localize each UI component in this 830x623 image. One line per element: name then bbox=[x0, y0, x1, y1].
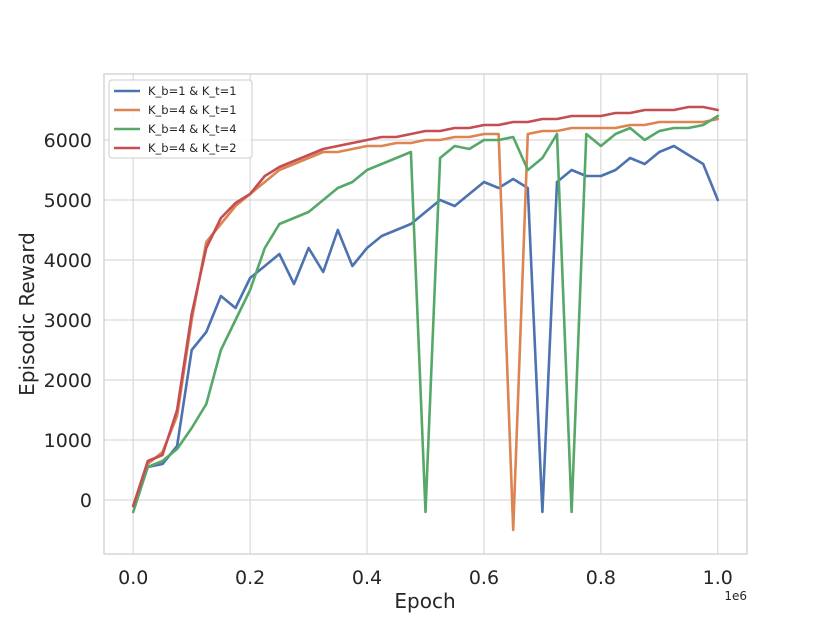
x-tick-label: 0.0 bbox=[118, 567, 148, 589]
x-axis-label: Epoch bbox=[394, 589, 455, 613]
series-line-4 bbox=[131, 105, 720, 508]
x-tick-label: 0.6 bbox=[469, 567, 499, 589]
series-line-3 bbox=[131, 114, 720, 514]
tick-labels: 0.0 0.2 0.4 0.6 0.8 1.0 0 1000 2000 3000 4000 5000 6… bbox=[44, 130, 733, 589]
y-tick-label: 4000 bbox=[44, 250, 92, 272]
x-offset-label: 1e6 bbox=[724, 589, 747, 603]
y-axis-label: Episodic Reward bbox=[15, 232, 39, 396]
y-tick-label: 5000 bbox=[44, 190, 92, 212]
x-tick-label: 0.4 bbox=[352, 567, 382, 589]
x-tick-label: 1.0 bbox=[703, 567, 733, 589]
series-layer bbox=[131, 105, 720, 532]
y-tick-label: 1000 bbox=[44, 430, 92, 452]
series-line-2 bbox=[131, 117, 720, 532]
x-tick-label: 0.8 bbox=[586, 567, 616, 589]
series-line-1 bbox=[131, 144, 720, 514]
legend-entry: K_b=4 & K_t=4 bbox=[148, 122, 237, 136]
y-tick-label: 0 bbox=[80, 490, 92, 512]
legend: K_b=1 & K_t=1 K_b=4 & K_t=1 K_b=4 & K_t=4 K… bbox=[108, 79, 253, 159]
legend-entry: K_b=4 & K_t=2 bbox=[148, 141, 237, 155]
y-tick-label: 6000 bbox=[44, 130, 92, 152]
legend-box bbox=[108, 79, 253, 159]
y-tick-label: 3000 bbox=[44, 310, 92, 332]
y-tick-label: 2000 bbox=[44, 370, 92, 392]
grid bbox=[104, 74, 747, 554]
plot-frame bbox=[103, 73, 748, 555]
legend-entry: K_b=4 & K_t=1 bbox=[148, 103, 237, 117]
x-tick-label: 0.2 bbox=[235, 567, 265, 589]
legend-entry: K_b=1 & K_t=1 bbox=[148, 84, 237, 98]
